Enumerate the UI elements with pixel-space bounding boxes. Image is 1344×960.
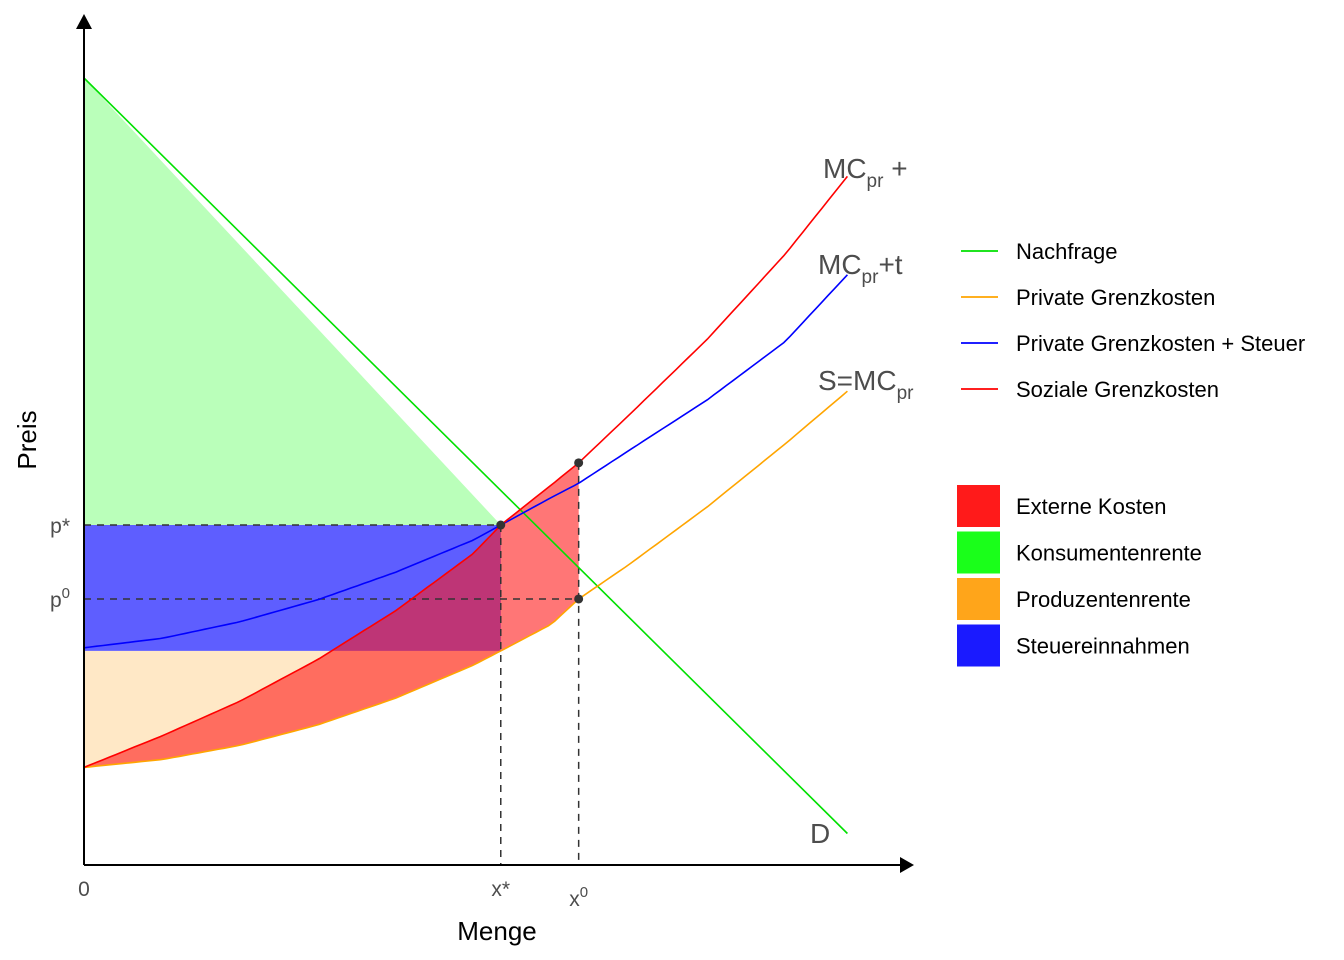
x-axis-arrow	[900, 857, 914, 873]
equilibrium-point	[574, 594, 584, 604]
demand-curve	[83, 77, 848, 835]
x-tick-label: x0	[569, 884, 588, 911]
curve-labels: MCpr + MCpr+t S=MCpr D	[810, 140, 944, 849]
y-axis-arrow	[76, 14, 92, 29]
private-mc-tax-curve	[83, 274, 848, 649]
y-tick-label: p*	[50, 515, 70, 538]
x-tick-label: 0	[78, 878, 90, 901]
demand-label: D	[810, 818, 830, 849]
equilibrium-points	[496, 458, 584, 604]
legend-line-label: Private Grenzkosten	[1016, 285, 1215, 310]
equilibrium-point	[574, 458, 584, 468]
external-cost-area	[84, 462, 579, 768]
label-clip-mask	[914, 140, 944, 410]
private-mc-tax-label: MCpr+t	[818, 249, 903, 288]
private-mc-label: S=MCpr	[818, 365, 914, 404]
axes	[76, 14, 914, 873]
legend-line-label: Nachfrage	[1016, 239, 1118, 264]
legend-area-key	[957, 531, 1000, 574]
social-mc-label: MCpr +	[823, 153, 908, 192]
legend-area-key	[957, 624, 1000, 667]
private-mc-curve	[83, 390, 848, 769]
legend-line-label: Soziale Grenzkosten	[1016, 377, 1219, 402]
y-tick-label: p0	[50, 585, 70, 612]
legend-area-key	[957, 578, 1000, 620]
y-axis-title: Preis	[12, 410, 42, 469]
legend-line-label: Private Grenzkosten + Steuer	[1016, 331, 1305, 356]
shaded-areas	[84, 78, 579, 768]
legend-area-label: Externe Kosten	[1016, 494, 1166, 519]
legend-areas: Externe Kosten Konsumentenrente Produzente…	[957, 485, 1202, 667]
curves	[83, 77, 849, 835]
equilibrium-point	[496, 520, 506, 530]
legend-area-label: Konsumentenrente	[1016, 541, 1202, 566]
legend-area-label: Steuereinnahmen	[1016, 634, 1190, 659]
tick-labels: 0 x* x0 p* p0	[50, 515, 588, 911]
legend-area-key	[957, 485, 1000, 527]
consumer-surplus-area	[84, 78, 501, 525]
dashed-guides	[84, 462, 580, 865]
legend-lines: Nachfrage Private Grenzkosten Private Gren…	[961, 239, 1305, 402]
x-tick-label: x*	[491, 878, 510, 901]
social-mc-curve	[83, 175, 849, 769]
x-axis-title: Menge	[457, 916, 537, 946]
legend-area-label: Produzentenrente	[1016, 587, 1191, 612]
